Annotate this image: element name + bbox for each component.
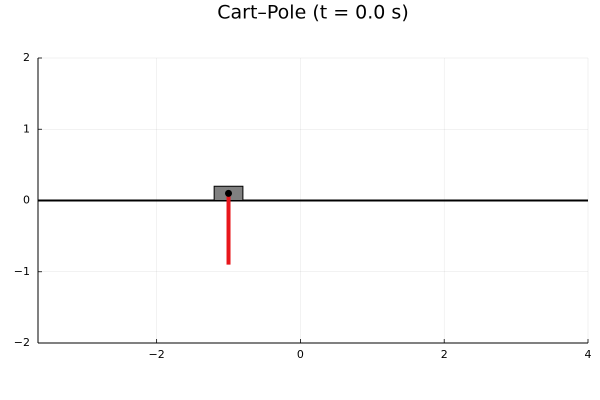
y-tick-label: −2 (14, 336, 30, 349)
chart-title: Cart–Pole (t = 0.0 s) (217, 2, 409, 24)
x-tick-label: 2 (441, 348, 448, 361)
y-tick-label: −1 (14, 265, 30, 278)
x-tick-label: 0 (297, 348, 304, 361)
hinge (225, 189, 233, 197)
x-tick-label: 4 (585, 348, 592, 361)
y-tick-label: 0 (23, 194, 30, 207)
y-tick-label: 2 (23, 51, 30, 64)
y-tick-label: 1 (23, 122, 30, 135)
x-tick-label: −2 (149, 348, 165, 361)
